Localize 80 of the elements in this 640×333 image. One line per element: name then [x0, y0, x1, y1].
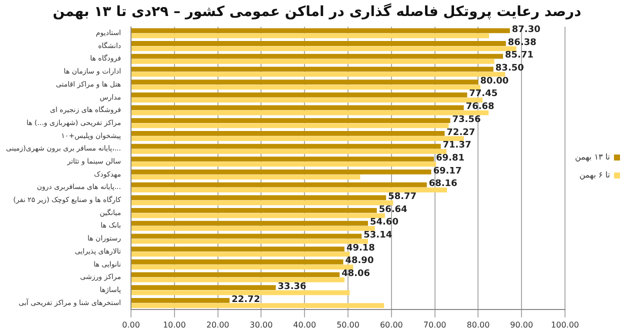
x-tick-label: 60.00 [380, 320, 403, 330]
bar [132, 136, 464, 141]
bar [132, 54, 504, 59]
bar [132, 303, 384, 308]
data-label: 73.56 [452, 114, 481, 125]
data-label: 22.72 [232, 294, 260, 305]
x-tick-label: 10.00 [162, 320, 186, 330]
x-tick-label: 50.00 [336, 320, 360, 330]
chart-title: درصد رعایت پروتکل فاصله گذاری در اماکن عمومی کشور – ۲۹دی تا ۱۳ بهمن [52, 3, 582, 20]
bar [132, 28, 510, 34]
bar [132, 234, 362, 239]
data-label: 33.36 [278, 282, 306, 292]
bar [132, 298, 230, 303]
data-label: 72.27 [446, 128, 476, 138]
bar [132, 195, 386, 200]
data-label: 58.77 [388, 192, 417, 202]
bar [132, 98, 483, 102]
data-label: 76.68 [466, 102, 494, 112]
x-tick-label: 100.00 [551, 320, 580, 330]
data-label: 68.16 [428, 179, 458, 190]
bar [132, 72, 506, 77]
bar [132, 264, 354, 270]
x-tick-label: 70.00 [423, 320, 446, 330]
x-tick-label: 80.00 [466, 320, 490, 330]
bar [132, 105, 464, 110]
data-label: 69.17 [433, 166, 462, 176]
data-label: 83.50 [495, 64, 524, 74]
bar [132, 110, 489, 116]
x-tick-label: 30.00 [250, 320, 273, 330]
data-label: 86.38 [508, 38, 536, 48]
bar [132, 226, 375, 231]
data-label: 48.06 [342, 269, 370, 280]
data-label: 85.71 [505, 50, 534, 61]
bar [132, 200, 394, 206]
bar [132, 285, 276, 290]
bar [132, 220, 368, 226]
bar [132, 84, 480, 90]
bar [132, 46, 516, 52]
data-label: 77.45 [469, 89, 498, 100]
bar [132, 156, 434, 162]
bar [132, 144, 441, 149]
bar [132, 92, 468, 98]
bar [132, 118, 450, 124]
data-label: 87.30 [512, 24, 540, 35]
bar [132, 174, 360, 180]
data-label: 53.14 [364, 230, 392, 241]
bar [132, 148, 447, 154]
bar [132, 213, 385, 218]
data-label: 54.60 [370, 218, 398, 228]
bar [132, 246, 344, 252]
legend-label: تا ۱۳ بهمن [575, 152, 610, 162]
bar [132, 259, 344, 264]
bar [132, 208, 377, 213]
bar [132, 66, 494, 72]
data-label: 56.64 [378, 204, 408, 215]
bar [132, 123, 449, 128]
data-label: 48.90 [345, 256, 374, 266]
bar [132, 277, 345, 282]
bar [132, 272, 340, 278]
bar [132, 59, 494, 64]
x-tick-label: 0.00 [122, 320, 140, 330]
bar [132, 80, 478, 84]
bar [132, 238, 368, 244]
x-tick-label: 40.00 [293, 320, 316, 330]
data-label: 71.37 [442, 140, 472, 151]
data-label: 49.18 [346, 243, 375, 254]
bar [132, 252, 350, 257]
x-tick-label: 90.00 [510, 320, 534, 330]
bar [132, 33, 490, 38]
data-label: 69.81 [436, 153, 464, 164]
x-tick-label: 20.00 [206, 320, 230, 330]
data-label: 80.00 [480, 76, 509, 86]
bar [132, 290, 350, 296]
bar [132, 182, 427, 188]
bar [132, 162, 436, 167]
bar [132, 170, 432, 174]
bar [132, 130, 445, 136]
bar [132, 187, 447, 192]
bar [132, 41, 506, 46]
legend-label: تا ۶ بهمن [579, 170, 610, 180]
